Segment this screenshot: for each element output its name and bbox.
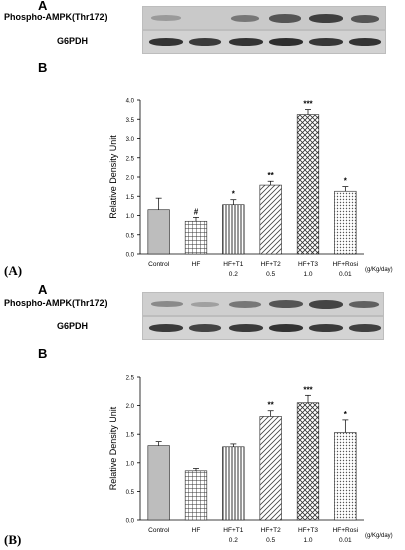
y-tick-label: 0.5 [126,490,135,496]
panel-b-blot-g6pdh [142,316,384,340]
panel-a-letter-b: B [38,60,48,75]
bar [334,432,357,521]
x-tick-label: Control [148,527,170,534]
dose-label: 0.5 [266,271,275,278]
significance-label: ** [268,171,275,180]
panel-a-blot-label-phospho: Phospho-AMPK(Thr172) [4,12,108,22]
x-tick-label: HF+Rosi [333,261,358,268]
significance-label: * [344,177,348,186]
y-tick-label: 3.5 [126,118,135,124]
panel-a-blot-label-g6pdh: G6PDH [57,36,89,46]
significance-label: *** [303,100,313,109]
y-tick-label: 2.0 [126,176,135,182]
y-tick-label: 1.0 [126,461,135,467]
unit-label: (g/Kg/day) [365,533,393,539]
y-axis-label: Relative Density Unit [108,406,118,490]
panel-a-blot-g6pdh [142,30,386,54]
panel-b-blot-label-phospho: Phospho-AMPK(Thr172) [4,298,108,308]
panel-a-letter-a: A [38,0,48,13]
panel-a-blot-phospho [142,6,386,30]
panel-b-blot-phospho [142,292,384,316]
x-tick-label: HF+T3 [298,261,318,268]
unit-label: (g/Kg/day) [365,267,393,273]
y-tick-label: 0.5 [126,233,135,239]
x-tick-label: HF [192,527,201,534]
dose-label: 0.2 [229,537,238,544]
y-tick-label: 2.5 [126,156,135,162]
x-tick-label: HF [192,261,201,268]
significance-label: ** [268,401,275,410]
significance-label: # [194,207,199,216]
dose-label: 0.2 [229,271,238,278]
bar [296,402,320,521]
significance-label: *** [303,385,313,394]
panel-a-outer-label: (A) [4,263,23,278]
y-tick-label: 1.5 [126,433,135,439]
y-tick-label: 2.5 [126,376,135,382]
panel-b-letter-a: A [38,282,48,297]
x-tick-label: HF+T3 [298,527,318,534]
x-tick-label: Control [148,261,170,268]
dose-label: 0.01 [339,271,352,278]
x-tick-label: HF+T1 [223,261,243,268]
y-tick-label: 0.0 [126,519,135,525]
dose-label: 1.0 [303,537,312,544]
x-tick-label: HF+T1 [223,527,243,534]
bar [222,446,245,521]
dose-label: 0.01 [339,537,352,544]
panel-b-outer-label: (B) [4,532,22,547]
y-tick-label: 3.0 [126,137,135,143]
bar [184,470,208,521]
panel-b-letter-b: B [38,346,48,361]
dose-label: 1.0 [303,271,312,278]
x-tick-label: HF+T2 [261,527,281,534]
y-axis-label: Relative Density Unit [108,135,118,219]
significance-label: * [344,410,348,419]
bar [259,416,282,521]
panel-b-blot-label-g6pdh: G6PDH [57,321,89,331]
y-tick-label: 1.0 [126,214,135,220]
x-tick-label: HF+Rosi [333,527,358,534]
dose-label: 0.5 [266,537,275,544]
x-tick-label: HF+T2 [261,261,281,268]
y-tick-label: 2.0 [126,404,135,410]
y-tick-label: 0.0 [126,253,135,259]
y-tick-label: 4.0 [126,99,135,105]
bar [147,445,170,521]
y-tick-label: 1.5 [126,195,135,201]
significance-label: * [232,190,236,199]
